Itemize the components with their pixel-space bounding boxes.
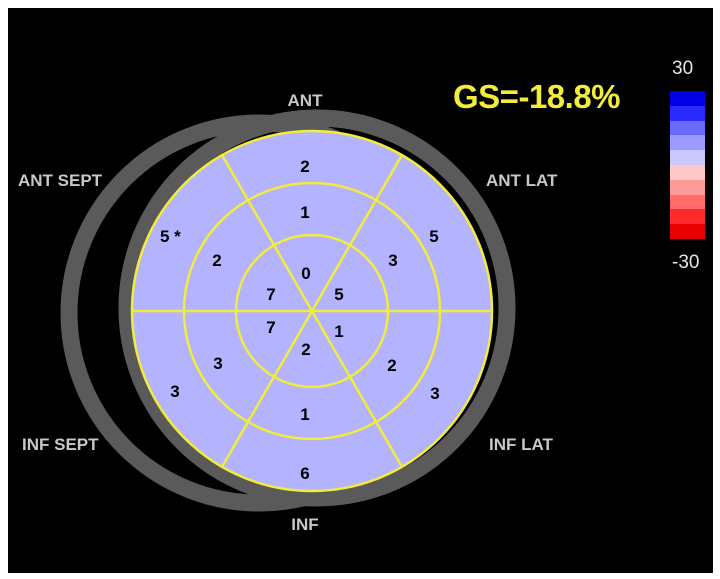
- segment-value-basal-anteroseptal: 5 *: [160, 227, 181, 246]
- segment-value-mid-inferoseptal: 3: [213, 354, 222, 373]
- color-scale-swatch-8: [670, 209, 705, 225]
- segment-value-mid-inferior: 1: [300, 405, 309, 424]
- apical-ring-values: 0 5 2 7 7 1: [266, 264, 343, 359]
- segment-value-mid-anterior: 1: [300, 203, 309, 222]
- wall-label-ant-lat: ANT LAT: [486, 171, 558, 190]
- segment-value-apical-septal-inferior: 7: [266, 318, 275, 337]
- color-scale-swatch-4: [670, 150, 705, 165]
- color-scale-max: 30: [672, 58, 694, 79]
- segment-value-apical-septal: 7: [266, 285, 275, 304]
- segment-value-mid-inferolateral: 2: [387, 356, 396, 375]
- diagonal-divider-2: [220, 154, 404, 468]
- color-scale-swatch-1: [670, 105, 705, 121]
- color-scale-swatch-2: [670, 120, 705, 136]
- bullseye-plot: ANT ANT LAT INF LAT INF INF SEPT ANT SEP…: [18, 91, 558, 534]
- color-scale-swatch-7: [670, 194, 705, 210]
- wall-label-inf-lat: INF LAT: [489, 435, 554, 454]
- basal-ring-values: 2 5 3 6 3 5 *: [160, 157, 440, 483]
- segment-value-basal-anterior: 2: [300, 157, 309, 176]
- segment-value-basal-anterolateral: 5: [429, 227, 438, 246]
- wall-label-ant-sept: ANT SEPT: [18, 171, 103, 190]
- color-scale-swatch-3: [670, 135, 705, 151]
- segment-value-apical-anterior: 0: [301, 264, 310, 283]
- segment-value-apical-lateral-inferior: 1: [334, 322, 343, 341]
- segment-value-mid-anteroseptal: 2: [212, 251, 221, 270]
- wall-label-ant: ANT: [288, 91, 324, 110]
- segment-value-mid-anterolateral: 3: [388, 251, 397, 270]
- color-scale-swatch-0: [670, 91, 705, 106]
- segment-value-apical-inferior: 2: [301, 340, 310, 359]
- color-scale-swatch-5: [670, 164, 705, 180]
- strain-panel: ANT ANT LAT INF LAT INF INF SEPT ANT SEP…: [8, 8, 713, 573]
- segment-value-basal-inferoseptal: 3: [170, 382, 179, 401]
- segment-value-basal-inferior: 6: [300, 464, 309, 483]
- wall-label-inf-sept: INF SEPT: [22, 435, 99, 454]
- global-strain-label: GS=-18.8%: [453, 78, 621, 115]
- lv-ring: [118, 109, 516, 507]
- color-scale-min: -30: [672, 252, 700, 273]
- color-scale-swatch-6: [670, 179, 705, 195]
- segment-value-basal-inferolateral: 3: [430, 384, 439, 403]
- segment-value-apical-lateral: 5: [334, 285, 343, 304]
- mid-ring-values: 1 3 2 1 3 2: [212, 203, 397, 424]
- color-scale-swatch-9: [670, 224, 705, 239]
- color-scale-bar: [670, 91, 705, 239]
- wall-label-inf: INF: [291, 515, 318, 534]
- segment-boundaries: [130, 129, 494, 493]
